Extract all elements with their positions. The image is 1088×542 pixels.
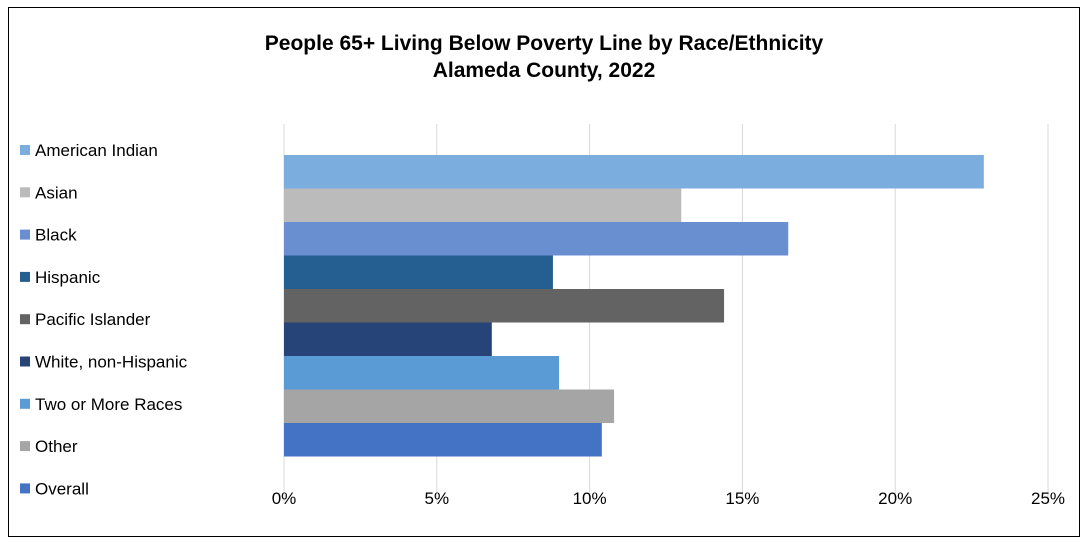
- x-tick-label: 0%: [272, 489, 297, 508]
- legend-item: Hispanic: [20, 268, 101, 287]
- legend-label: Overall: [35, 479, 89, 498]
- legend-label: Black: [35, 226, 77, 245]
- bar-asian: [284, 188, 682, 222]
- legend-item: White, non-Hispanic: [20, 353, 188, 372]
- legend-swatch: [20, 441, 30, 452]
- legend-swatch: [20, 483, 30, 494]
- legend-label: Pacific Islander: [35, 310, 151, 329]
- legend-label: American Indian: [35, 141, 158, 160]
- legend-item: Overall: [20, 479, 89, 498]
- bar-pacific-islander: [284, 289, 725, 323]
- legend-label: Asian: [35, 183, 78, 202]
- legend-label: Hispanic: [35, 268, 101, 287]
- x-tick-label: 15%: [725, 489, 759, 508]
- bar-two-or-more-races: [284, 356, 560, 390]
- legend-label: White, non-Hispanic: [35, 353, 188, 372]
- legend-item: American Indian: [20, 141, 158, 160]
- legend-swatch: [20, 187, 30, 198]
- legend-swatch: [20, 356, 30, 367]
- chart-title: People 65+ Living Below Poverty Line by …: [264, 32, 824, 55]
- x-tick-label: 25%: [1031, 489, 1065, 508]
- legend-item: Other: [20, 437, 78, 456]
- legend-item: Pacific Islander: [20, 310, 151, 329]
- chart-title-block: People 65+ Living Below Poverty Line by …: [9, 30, 1079, 84]
- legend-label: Two or More Races: [35, 395, 182, 414]
- bar-white-non-hispanic: [284, 322, 492, 356]
- legend-swatch: [20, 271, 30, 282]
- x-tick-label: 10%: [573, 489, 607, 508]
- legend-swatch: [20, 314, 30, 325]
- legend-label: Other: [35, 437, 78, 456]
- x-tick-label: 5%: [425, 489, 450, 508]
- chart-subtitle: Alameda County, 2022: [432, 59, 656, 82]
- legend-swatch: [20, 145, 30, 155]
- bar-black: [284, 222, 789, 256]
- x-tick-label: 20%: [878, 489, 912, 508]
- legend-swatch: [20, 398, 30, 409]
- legend-item: Two or More Races: [20, 395, 182, 414]
- legend-swatch: [20, 229, 30, 240]
- legend-item: Black: [20, 226, 77, 245]
- bar-overall: [284, 423, 602, 457]
- bar-other: [284, 389, 615, 423]
- legend-item: Asian: [20, 183, 78, 202]
- bar-american-indian: [284, 155, 984, 189]
- bar-hispanic: [284, 255, 553, 289]
